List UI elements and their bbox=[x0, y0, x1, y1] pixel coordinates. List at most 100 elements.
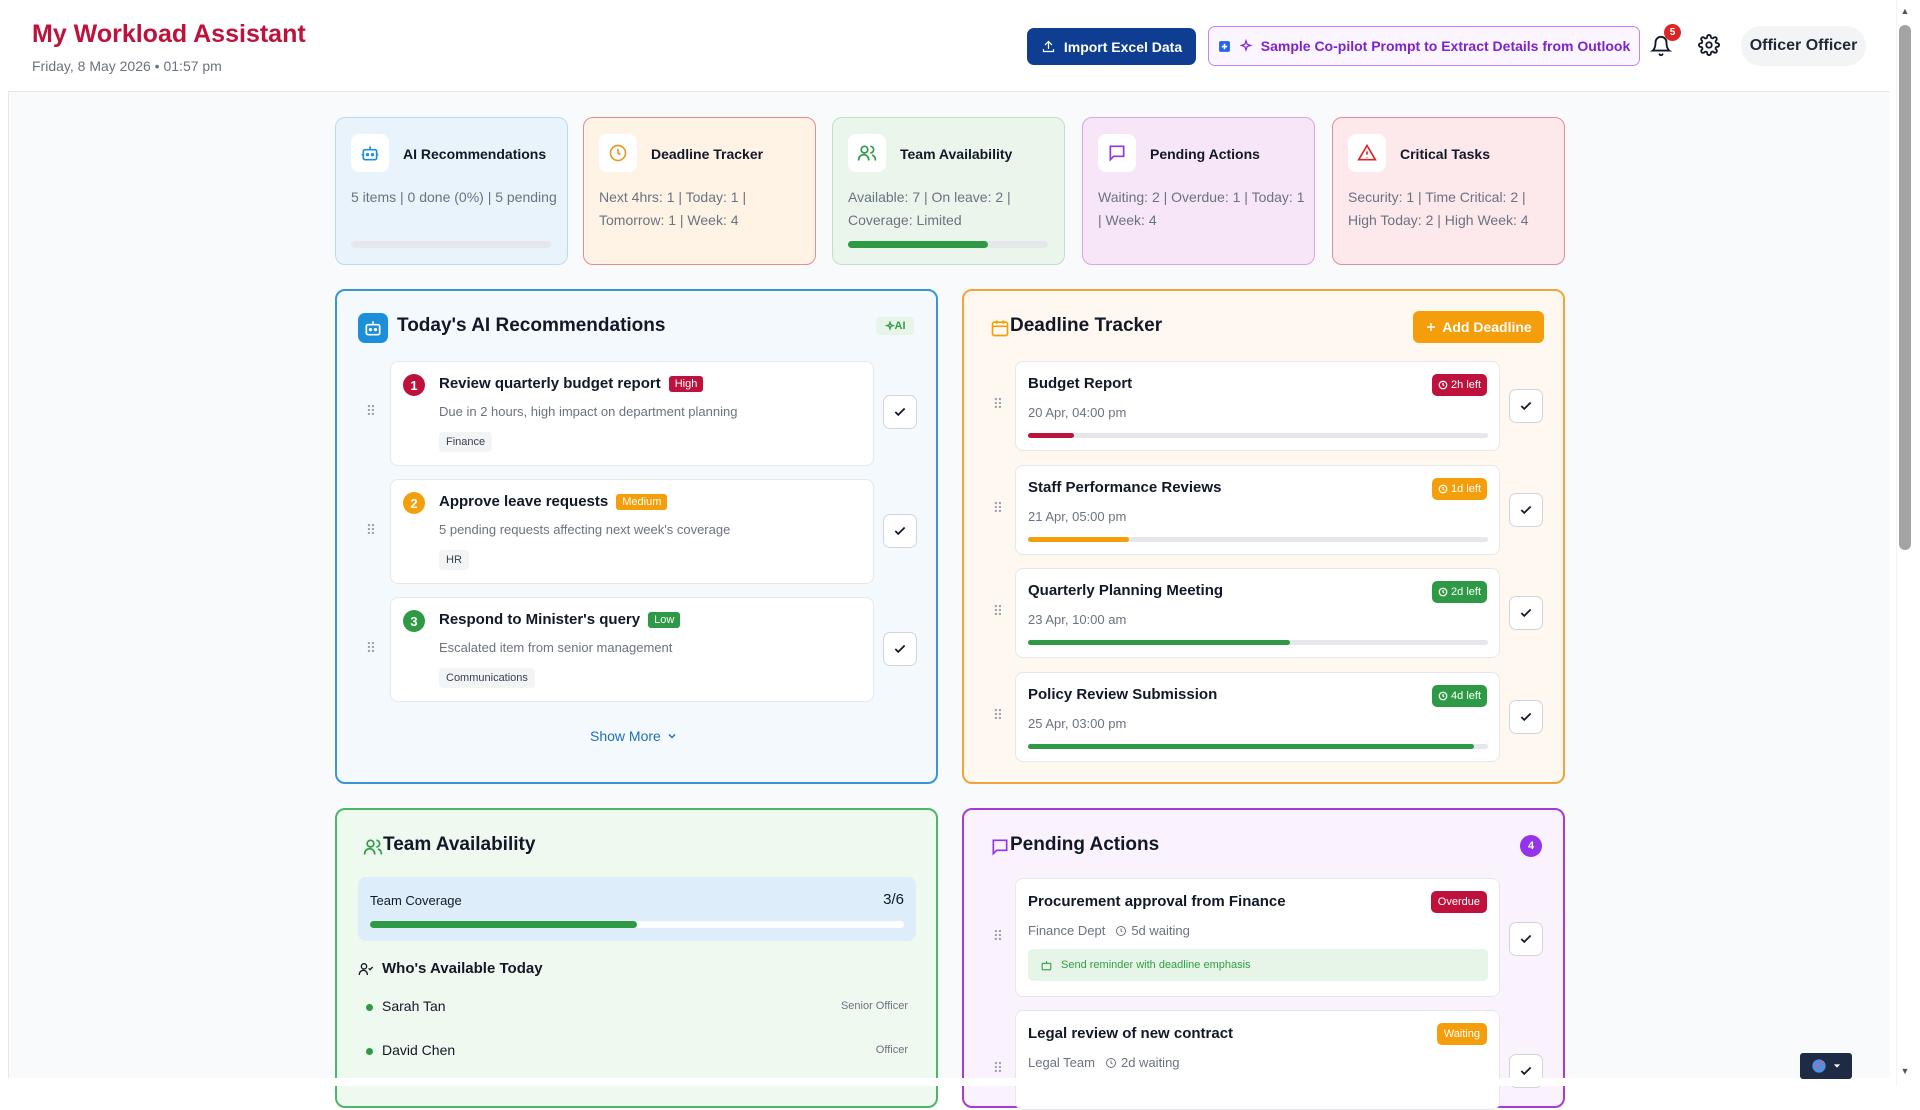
add-deadline-button[interactable]: Add Deadline bbox=[1413, 311, 1544, 343]
users-icon bbox=[358, 832, 388, 862]
check-icon bbox=[1520, 712, 1532, 722]
mark-done-button[interactable] bbox=[1509, 922, 1543, 956]
drag-handle-icon[interactable]: ⠿ bbox=[992, 500, 1003, 516]
member-role: Senior Officer bbox=[840, 1000, 908, 1012]
time-left-badge: 4d left bbox=[1432, 685, 1487, 707]
pending-action-wait: 5d waiting bbox=[1131, 923, 1190, 938]
deadline-card[interactable]: Quarterly Planning Meeting 23 Apr, 10:00… bbox=[1015, 568, 1500, 658]
mark-done-button[interactable] bbox=[1509, 389, 1543, 423]
check-icon bbox=[894, 407, 906, 417]
deadline-card[interactable]: Policy Review Submission 25 Apr, 03:00 p… bbox=[1015, 672, 1500, 762]
check-icon bbox=[894, 644, 906, 654]
gear-icon[interactable] bbox=[1698, 34, 1722, 58]
time-left-badge: 2d left bbox=[1432, 581, 1487, 603]
robot-icon bbox=[351, 134, 389, 172]
pending-action-card[interactable]: Legal review of new contract Legal Team … bbox=[1015, 1010, 1500, 1110]
team-member-row[interactable]: Sarah Tan Senior Officer bbox=[366, 998, 916, 1014]
ai-suggestion-label: Send reminder with deadline emphasis bbox=[1061, 959, 1251, 971]
summary-title: Deadline Tracker bbox=[651, 146, 764, 162]
who-available-label: Who's Available Today bbox=[382, 960, 543, 977]
drag-handle-icon[interactable]: ⠿ bbox=[365, 640, 376, 656]
mark-done-button[interactable] bbox=[883, 395, 917, 429]
deadline-title: Staff Performance Reviews bbox=[1028, 479, 1222, 496]
clock-icon bbox=[1438, 587, 1448, 597]
coverage-progress-bar bbox=[370, 921, 904, 928]
pending-action-title: Legal review of new contract bbox=[1028, 1025, 1234, 1042]
add-deadline-label: Add Deadline bbox=[1442, 319, 1532, 335]
deadline-progress-bar bbox=[1028, 640, 1488, 645]
mark-done-button[interactable] bbox=[1509, 700, 1543, 734]
coverage-value: 3/6 bbox=[883, 891, 904, 908]
deadline-progress-bar bbox=[1028, 744, 1488, 749]
deadline-card[interactable]: Budget Report 20 Apr, 04:00 pm 2h left bbox=[1015, 361, 1500, 451]
summary-card-team-availability[interactable]: Team Availability Available: 7 | On leav… bbox=[832, 117, 1065, 265]
deadline-date: 21 Apr, 05:00 pm bbox=[1028, 509, 1127, 524]
panel-title: Team Availability bbox=[383, 834, 536, 855]
mark-done-button[interactable] bbox=[1509, 596, 1543, 630]
drag-handle-icon[interactable]: ⠿ bbox=[992, 707, 1003, 723]
summary-title: Pending Actions bbox=[1150, 146, 1260, 162]
recommendation-card[interactable]: 1 Review quarterly budget report High Du… bbox=[390, 361, 874, 466]
available-status-dot bbox=[366, 1047, 373, 1055]
scrollbar-thumb[interactable] bbox=[1899, 25, 1911, 550]
clock-icon bbox=[1438, 380, 1448, 390]
deadline-card[interactable]: Staff Performance Reviews 21 Apr, 05:00 … bbox=[1015, 465, 1500, 555]
drag-handle-icon[interactable]: ⠿ bbox=[365, 522, 376, 538]
calendar-icon bbox=[985, 313, 1015, 343]
recommendation-card[interactable]: 3 Respond to Minister's query Low Escala… bbox=[390, 597, 874, 702]
check-icon bbox=[1520, 505, 1532, 515]
drag-handle-icon[interactable]: ⠿ bbox=[365, 403, 376, 419]
check-icon bbox=[1520, 1066, 1532, 1076]
coverage-label: Team Coverage bbox=[370, 893, 462, 908]
deadline-title: Budget Report bbox=[1028, 375, 1133, 392]
summary-card-critical-tasks[interactable]: Critical Tasks Security: 1 | Time Critic… bbox=[1332, 117, 1565, 265]
mark-done-button[interactable] bbox=[1509, 493, 1543, 527]
mark-done-button[interactable] bbox=[883, 514, 917, 548]
user-menu-button[interactable]: Officer Officer bbox=[1741, 26, 1866, 66]
member-role: Officer bbox=[875, 1044, 908, 1056]
time-left-label: 2h left bbox=[1451, 379, 1481, 391]
robot-icon bbox=[358, 313, 388, 343]
recommendation-title: Respond to Minister's query Low bbox=[439, 611, 681, 628]
drag-handle-icon[interactable]: ⠿ bbox=[992, 396, 1003, 412]
language-selector-button[interactable] bbox=[1800, 1053, 1852, 1079]
check-icon bbox=[1520, 401, 1532, 411]
pending-action-meta: Legal Team 2d waiting bbox=[1028, 1055, 1180, 1070]
team-member-row[interactable]: David Chen Officer bbox=[366, 1042, 916, 1058]
copilot-icon bbox=[1218, 40, 1230, 52]
deadline-progress-fill bbox=[1028, 537, 1130, 542]
show-more-button[interactable]: Show More bbox=[590, 728, 678, 744]
show-more-label: Show More bbox=[590, 728, 661, 744]
summary-text: Next 4hrs: 1 | Today: 1 | Tomorrow: 1 | … bbox=[599, 189, 747, 228]
recommendation-card[interactable]: 2 Approve leave requests Medium 5 pendin… bbox=[390, 479, 874, 584]
summary-card-deadline-tracker[interactable]: Deadline Tracker Next 4hrs: 1 | Today: 1… bbox=[583, 117, 816, 265]
ai-badge-label: AI bbox=[894, 320, 906, 332]
sparkle-icon bbox=[1239, 39, 1253, 52]
drag-handle-icon[interactable]: ⠿ bbox=[992, 603, 1003, 619]
import-excel-button[interactable]: Import Excel Data bbox=[1027, 28, 1196, 65]
message-icon bbox=[985, 832, 1015, 862]
recommendation-title: Approve leave requests Medium bbox=[439, 493, 668, 510]
drag-handle-icon[interactable]: ⠿ bbox=[992, 928, 1003, 944]
mark-done-button[interactable] bbox=[883, 632, 917, 666]
scroll-up-arrow-icon[interactable]: ▲ bbox=[1900, 6, 1910, 16]
deadline-progress-bar bbox=[1028, 433, 1488, 438]
priority-badge: Medium bbox=[616, 493, 668, 510]
deadline-tracker-panel: Deadline Tracker Add Deadline ⠿ Budget R… bbox=[962, 289, 1565, 784]
pending-action-card[interactable]: Procurement approval from Finance Financ… bbox=[1015, 878, 1500, 997]
summary-card-ai-recommendations[interactable]: AI Recommendations 5 items | 0 done (0%)… bbox=[335, 117, 568, 265]
ai-suggestion-button[interactable]: Send reminder with deadline emphasis bbox=[1028, 949, 1488, 981]
status-badge: Waiting bbox=[1436, 1023, 1487, 1045]
category-tag: Communications bbox=[439, 668, 535, 688]
sparkle-icon bbox=[884, 321, 895, 331]
copilot-prompt-button[interactable]: Sample Co-pilot Prompt to Extract Detail… bbox=[1208, 26, 1640, 66]
summary-title: Critical Tasks bbox=[1400, 146, 1491, 162]
clock-icon bbox=[599, 134, 637, 172]
recommendation-title: Review quarterly budget report High bbox=[439, 375, 704, 392]
bell-icon[interactable] bbox=[1649, 34, 1673, 58]
deadline-progress-fill bbox=[1028, 433, 1074, 438]
drag-handle-icon[interactable]: ⠿ bbox=[992, 1060, 1003, 1076]
scroll-down-arrow-icon[interactable]: ▼ bbox=[1900, 1066, 1910, 1076]
summary-card-pending-actions[interactable]: Pending Actions Waiting: 2 | Overdue: 1 … bbox=[1082, 117, 1315, 265]
pending-count-badge: 4 bbox=[1520, 835, 1542, 857]
